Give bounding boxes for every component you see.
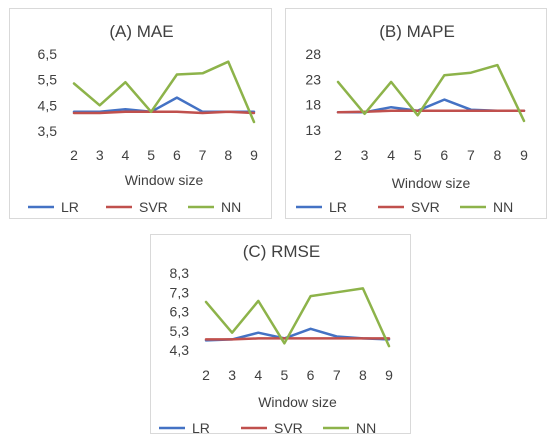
x-tick-label-mae: 8	[224, 147, 232, 163]
chart-rmse-svg: (C) RMSE 8,3 7,3 6,3 5,3 4,3 2 3 4 5 6 7 8 9 Window si…	[159, 242, 393, 436]
x-tick-label-mape: 7	[467, 147, 475, 163]
chart-title-rmse: (C) RMSE	[243, 242, 320, 261]
x-tick-label-rmse: 6	[307, 367, 315, 383]
legend-label-nn-mape: NN	[493, 199, 513, 215]
x-tick-label-mae: 9	[250, 147, 258, 163]
chart-title-mape: (B) MAPE	[379, 22, 455, 41]
x-tick-label-mape: 2	[334, 147, 342, 163]
x-tick-label-mae: 5	[147, 147, 155, 163]
x-tick-label-mape: 4	[387, 147, 395, 163]
series-line-nn-mae	[72, 60, 256, 124]
chart-mae-svg: (A) MAE 6,5 5,5 4,5 3,5 2 3 4 5 6 7 8 9 Window size LR…	[28, 22, 258, 215]
x-axis-label-rmse: Window size	[258, 394, 337, 410]
x-tick-label-mape: 8	[494, 147, 502, 163]
y-tick-label-mape: 23	[305, 71, 321, 87]
x-tick-label-rmse: 3	[228, 367, 236, 383]
x-tick-label-mape: 5	[414, 147, 422, 163]
x-tick-label-mae: 2	[70, 147, 78, 163]
x-tick-label-mape: 6	[440, 147, 448, 163]
legend-label-nn-mae: NN	[221, 199, 241, 215]
x-tick-label-mape: 9	[520, 147, 528, 163]
x-tick-label-mape: 3	[361, 147, 369, 163]
y-tick-label-rmse: 6,3	[170, 304, 190, 320]
x-tick-label-mae: 6	[173, 147, 181, 163]
legend-label-svr-mape: SVR	[411, 199, 440, 215]
x-tick-label-rmse: 2	[202, 367, 210, 383]
chart-panel-mape: (B) MAPE 28 23 18 13 2 3 4 5 6 7 8 9 Window size LR SVR…	[285, 8, 547, 219]
x-axis-label-mape: Window size	[392, 175, 471, 191]
x-tick-label-rmse: 9	[385, 367, 393, 383]
x-axis-label-mae: Window size	[125, 172, 204, 188]
series-line-svr-mape	[336, 109, 526, 114]
x-tick-label-rmse: 5	[281, 367, 289, 383]
y-tick-label-mape: 18	[305, 97, 321, 113]
chart-title-mae: (A) MAE	[109, 22, 173, 41]
series-line-svr-rmse	[204, 337, 391, 341]
x-tick-label-mae: 3	[96, 147, 104, 163]
legend-label-svr-rmse: SVR	[274, 420, 303, 436]
chart-panel-mae: (A) MAE 6,5 5,5 4,5 3,5 2 3 4 5 6 7 8 9 Window size LR…	[9, 8, 272, 219]
x-tick-label-rmse: 8	[359, 367, 367, 383]
legend-label-lr-mape: LR	[329, 199, 347, 215]
y-tick-label-mape: 13	[305, 122, 321, 138]
x-tick-label-rmse: 4	[254, 367, 262, 383]
x-tick-label-rmse: 7	[333, 367, 341, 383]
y-tick-label-mape: 28	[305, 46, 321, 62]
y-tick-label-mae: 5,5	[38, 72, 58, 88]
y-tick-label-rmse: 5,3	[170, 323, 190, 339]
legend-label-nn-rmse: NN	[356, 420, 376, 436]
series-line-svr-mae	[72, 110, 256, 115]
y-tick-label-mae: 6,5	[38, 46, 58, 62]
y-tick-label-mae: 3,5	[38, 123, 58, 139]
series-line-nn-mape	[336, 63, 526, 123]
y-tick-label-rmse: 8,3	[170, 265, 190, 281]
chart-panel-rmse: (C) RMSE 8,3 7,3 6,3 5,3 4,3 2 3 4 5 6 7 8 9 Window si…	[150, 234, 411, 436]
legend-label-lr-mae: LR	[61, 199, 79, 215]
y-tick-label-mae: 4,5	[38, 97, 58, 113]
series-line-nn-rmse	[204, 287, 391, 348]
x-tick-label-mae: 7	[199, 147, 207, 163]
x-tick-label-mae: 4	[122, 147, 130, 163]
y-tick-label-rmse: 4,3	[170, 342, 190, 358]
y-tick-label-rmse: 7,3	[170, 284, 190, 300]
legend-label-svr-mae: SVR	[139, 199, 168, 215]
legend-label-lr-rmse: LR	[192, 420, 210, 436]
